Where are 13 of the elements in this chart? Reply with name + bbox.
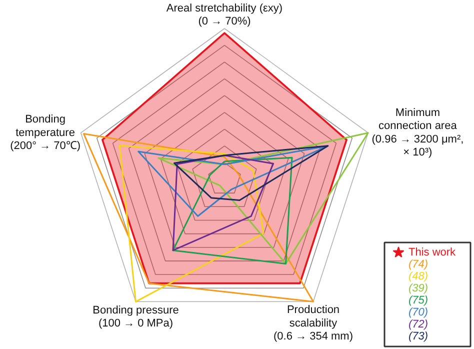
legend-label: This work	[408, 246, 456, 258]
spoke-label: Minimum connection area (0.96 → 3200 μm², × 10³)	[372, 107, 464, 159]
text: (48)	[408, 270, 428, 282]
spoke-label: Bonding temperature (200° → 70℃)	[10, 114, 81, 152]
spoke-label: Areal stretchability (εxy) (0 → 70%)	[166, 2, 283, 28]
text: (74)	[408, 258, 428, 270]
text: (75)	[408, 294, 428, 306]
text: (72)	[408, 318, 428, 330]
spoke-label: Bonding pressure (100 → 0 MPa)	[92, 304, 179, 330]
spoke-label: Production scalability (0.6 → 354 mm)	[274, 304, 353, 343]
text: (39)	[408, 282, 428, 294]
text: (70)	[408, 306, 428, 318]
text: (73)	[408, 330, 428, 342]
